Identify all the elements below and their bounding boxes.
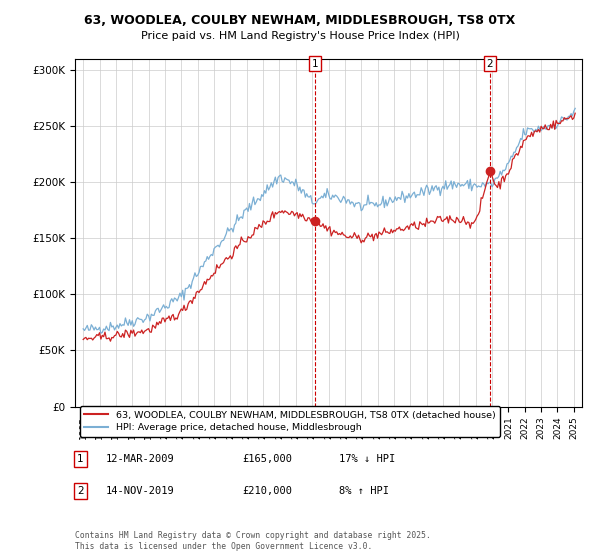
Text: 12-MAR-2009: 12-MAR-2009 bbox=[106, 454, 174, 464]
Text: £165,000: £165,000 bbox=[242, 454, 292, 464]
Text: 8% ↑ HPI: 8% ↑ HPI bbox=[338, 486, 389, 496]
Text: 1: 1 bbox=[312, 59, 319, 69]
Text: £210,000: £210,000 bbox=[242, 486, 292, 496]
Text: 1: 1 bbox=[77, 454, 83, 464]
Text: Price paid vs. HM Land Registry's House Price Index (HPI): Price paid vs. HM Land Registry's House … bbox=[140, 31, 460, 41]
Text: 2: 2 bbox=[487, 59, 493, 69]
Legend: 63, WOODLEA, COULBY NEWHAM, MIDDLESBROUGH, TS8 0TX (detached house), HPI: Averag: 63, WOODLEA, COULBY NEWHAM, MIDDLESBROUG… bbox=[80, 406, 500, 437]
Text: 17% ↓ HPI: 17% ↓ HPI bbox=[338, 454, 395, 464]
Text: Contains HM Land Registry data © Crown copyright and database right 2025.
This d: Contains HM Land Registry data © Crown c… bbox=[75, 531, 431, 551]
Text: 14-NOV-2019: 14-NOV-2019 bbox=[106, 486, 174, 496]
Text: 2: 2 bbox=[77, 486, 83, 496]
Text: 63, WOODLEA, COULBY NEWHAM, MIDDLESBROUGH, TS8 0TX: 63, WOODLEA, COULBY NEWHAM, MIDDLESBROUG… bbox=[85, 14, 515, 27]
